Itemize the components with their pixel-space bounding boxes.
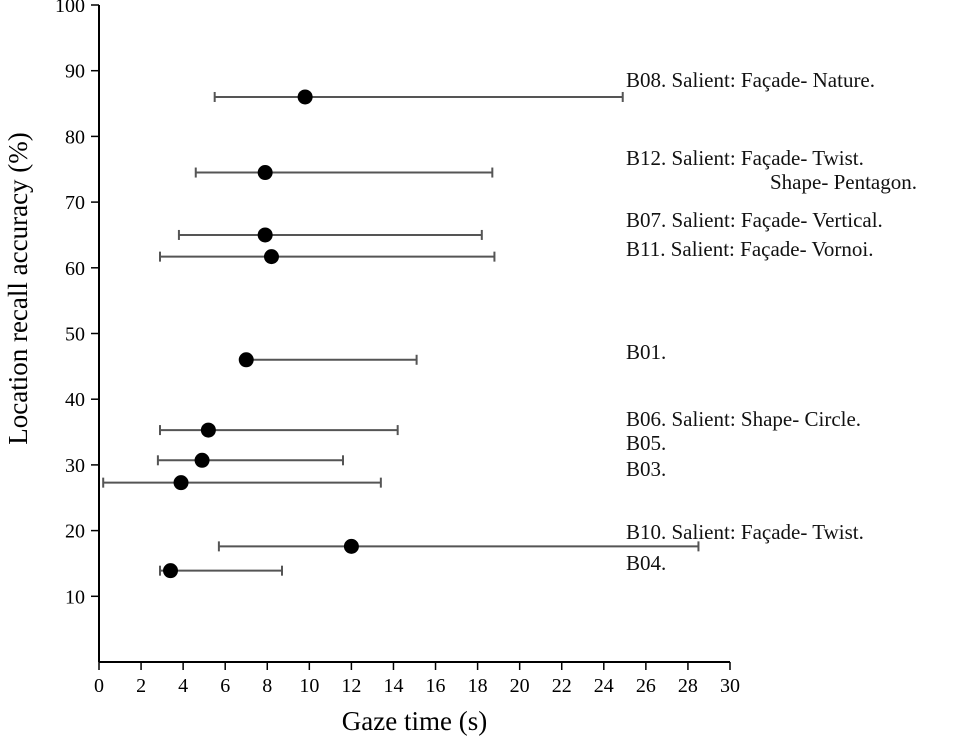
error-bar-b03 [102, 477, 382, 488]
y-tick-label: 50 [65, 324, 85, 346]
error-bar-b12 [194, 167, 494, 178]
axes: 0 2 4 6 8 10 12 14 16 18 20 22 24 26 28 30 102030405060… [55, 0, 740, 697]
annotation-b12: Shape- Pentagon. [770, 170, 917, 194]
data-point-b06 [200, 422, 216, 438]
error-bar-b01 [245, 354, 418, 365]
error-bar-b07 [177, 229, 483, 240]
annotation-b11: B11. Salient: Façade- Vornoi. [626, 237, 874, 261]
annotation-b05: B05. [626, 431, 666, 455]
x-tick-label: 28 [678, 675, 698, 697]
y-tick-label: 100 [55, 0, 85, 17]
x-tick-label: 10 [299, 675, 319, 697]
x-tick-label: 30 [720, 675, 740, 697]
data-point-b03 [173, 475, 189, 491]
x-tick-label: 4 [178, 675, 188, 697]
x-tick-label: 26 [636, 675, 656, 697]
y-ticks: 10 20 30 40 50 60 70 80 90 100 [55, 0, 99, 608]
annotation-b12: B12. Salient: Façade- Twist. [626, 146, 864, 170]
x-tick-label: 20 [510, 675, 530, 697]
x-tick-label: 12 [341, 675, 361, 697]
y-tick-label: 10 [65, 586, 85, 608]
error-bar-b04 [158, 565, 283, 576]
annotation-b07: B07. Salient: Façade- Vertical. [626, 208, 883, 232]
x-tick-label: 2 [136, 675, 146, 697]
annotation-b04: B04. [626, 551, 666, 575]
annotations: B08. Salient: Façade- Nature. B12. Salien… [626, 68, 917, 575]
x-tick-label: 22 [552, 675, 572, 697]
data-point-b05 [194, 452, 210, 468]
annotation-b06: B06. Salient: Shape- Circle. [626, 407, 861, 431]
y-tick-label: 30 [65, 455, 85, 477]
annotation-b10: B10. Salient: Façade- Twist. [626, 520, 864, 544]
x-tick-label: 0 [94, 675, 104, 697]
data-points [163, 89, 359, 579]
error-bar-b10 [217, 541, 700, 552]
y-tick-label: 60 [65, 258, 85, 280]
y-tick-label: 80 [65, 126, 85, 148]
y-tick-label: 20 [65, 521, 85, 543]
annotation-b08: B08. Salient: Façade- Nature. [626, 68, 875, 92]
x-tick-label: 24 [594, 675, 614, 697]
data-point-b04 [163, 563, 179, 579]
x-tick-label: 16 [426, 675, 446, 697]
x-tick-label: 8 [262, 675, 272, 697]
error-bar-b05 [156, 455, 344, 466]
error-bars [102, 91, 700, 576]
error-bar-b06 [158, 425, 399, 436]
x-tick-label: 18 [468, 675, 488, 697]
y-tick-label: 90 [65, 61, 85, 83]
x-tick-label: 14 [383, 675, 403, 697]
data-point-b10 [343, 538, 359, 554]
data-point-b01 [238, 352, 254, 368]
error-bar-b08 [213, 91, 624, 102]
data-point-b07 [257, 227, 273, 243]
y-tick-label: 70 [65, 192, 85, 214]
x-ticks: 0 2 4 6 8 10 12 14 16 18 20 22 24 26 28 30 [94, 662, 740, 697]
y-axis-title: Location recall accuracy (%) [3, 132, 33, 445]
y-tick-label: 40 [65, 389, 85, 411]
data-point-b08 [297, 89, 313, 105]
error-bar-b11 [158, 251, 496, 262]
data-point-b11 [263, 249, 279, 265]
x-tick-label: 6 [220, 675, 230, 697]
x-axis-title: Gaze time (s) [342, 706, 487, 736]
annotation-b01: B01. [626, 340, 666, 364]
annotation-b03: B03. [626, 457, 666, 481]
data-point-b12 [257, 165, 273, 181]
